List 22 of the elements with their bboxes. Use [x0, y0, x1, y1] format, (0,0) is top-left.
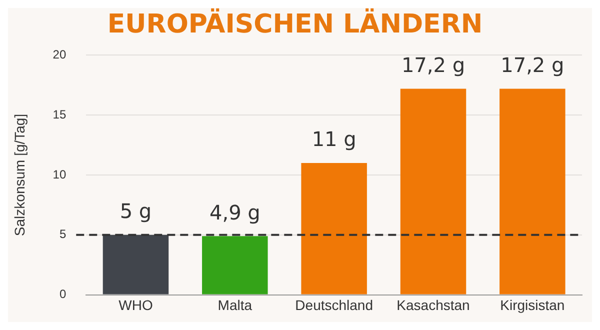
bar [400, 88, 466, 294]
y-tick-label: 20 [52, 48, 66, 62]
data-label: 17,2 g [500, 52, 564, 77]
bar [500, 88, 566, 294]
x-tick-label: Kirgisistan [500, 297, 565, 314]
data-label: 17,2 g [401, 52, 466, 77]
y-axis-title: Salzkonsum [g/Tag] [11, 114, 28, 236]
data-label: 4,9 g [209, 200, 260, 224]
data-label: 5 g [120, 199, 152, 224]
x-tick-label: Malta [218, 297, 252, 314]
y-tick-label: 10 [52, 167, 66, 182]
y-tick-label: 5 [59, 227, 66, 242]
x-tick-label: WHO [118, 297, 153, 314]
bar [202, 236, 268, 294]
y-tick-label: 0 [59, 287, 66, 302]
y-tick-label: 15 [52, 107, 66, 122]
bar [301, 163, 367, 294]
x-tick-label: Kasachstan [396, 297, 470, 314]
bar [102, 234, 169, 294]
data-label: 11 g [312, 127, 356, 152]
chart-title: EUROPÄISCHEN LÄNDERN [107, 7, 483, 40]
x-tick-label: Deutschland [295, 297, 373, 314]
